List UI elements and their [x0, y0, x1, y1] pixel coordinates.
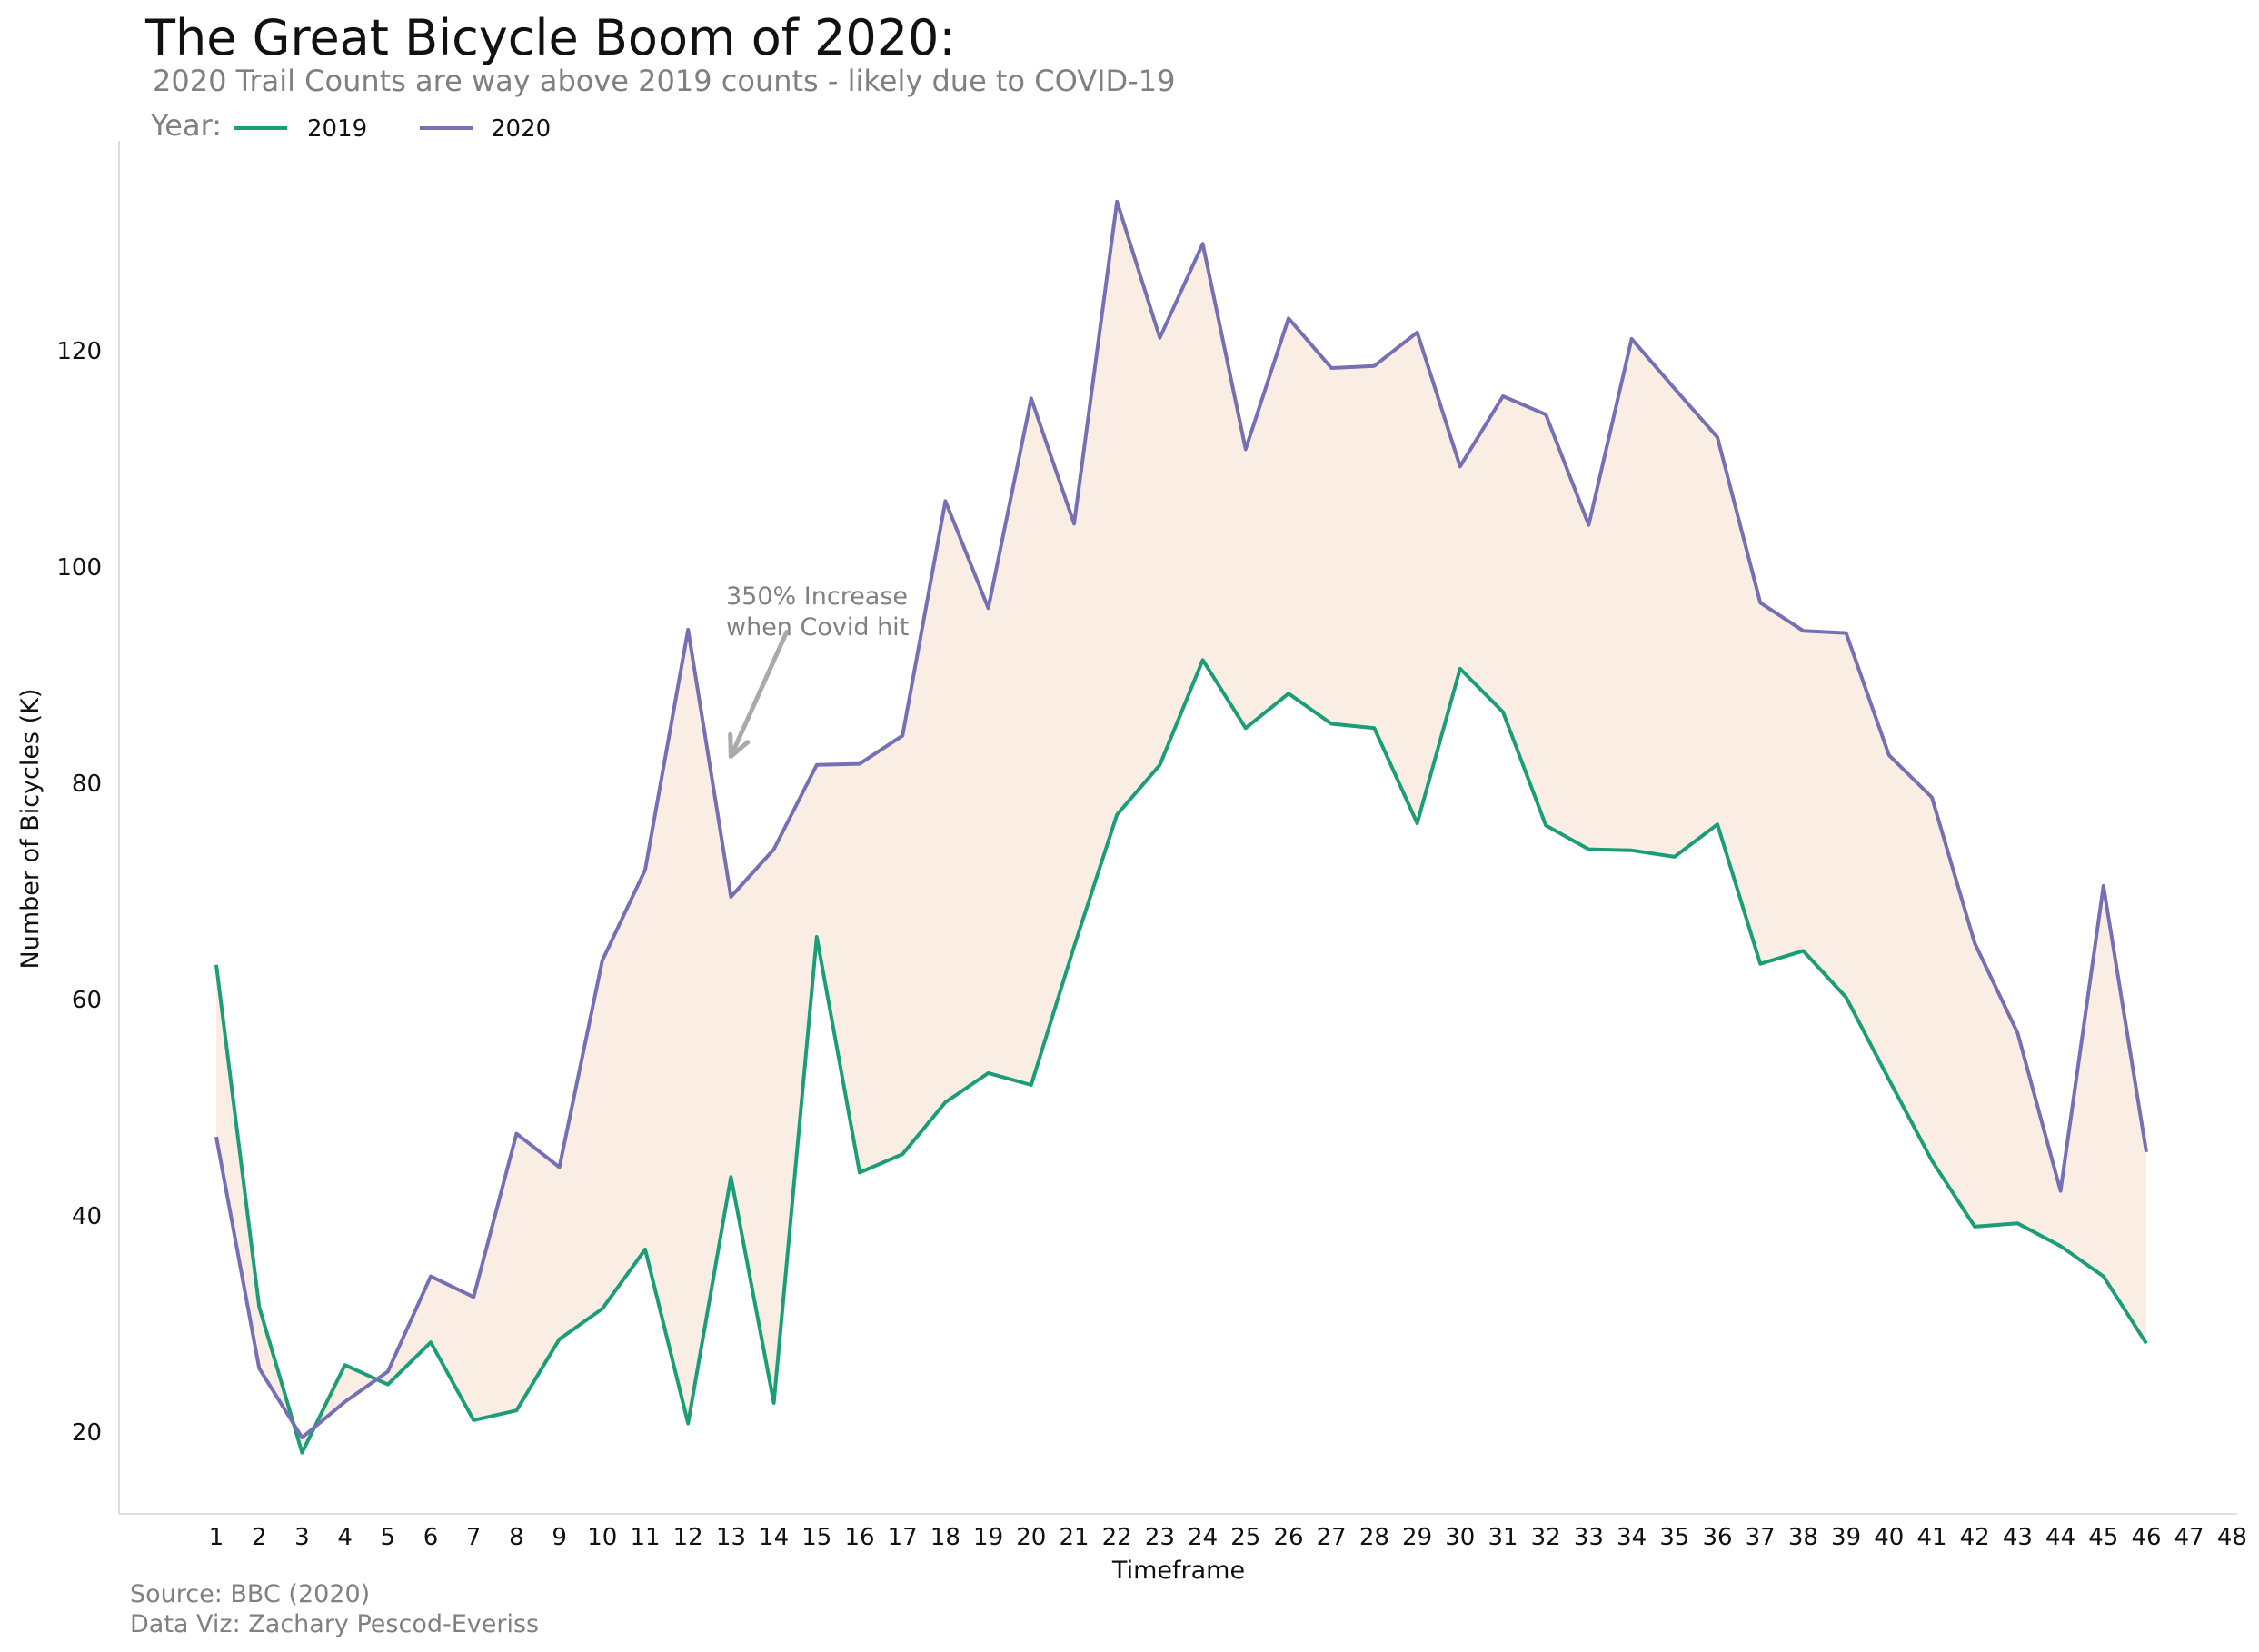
fill-between-area: [216, 201, 2146, 1453]
annotation-text-line-1: 350% Increase: [726, 582, 908, 611]
x-tick-label: 45: [2088, 1524, 2118, 1551]
x-tick-label: 27: [1317, 1524, 1347, 1551]
x-tick-label: 19: [973, 1524, 1003, 1551]
x-tick-label: 29: [1402, 1524, 1432, 1551]
x-tick-label: 46: [2131, 1524, 2161, 1551]
x-tick-label: 23: [1145, 1524, 1175, 1551]
x-tick-label: 22: [1102, 1524, 1132, 1551]
y-tick-label: 60: [72, 987, 102, 1014]
x-tick-label: 40: [1874, 1524, 1904, 1551]
x-tick-label: 47: [2174, 1524, 2204, 1551]
annotation-text-line-2: when Covid hit: [726, 613, 909, 642]
x-tick-label: 10: [587, 1524, 617, 1551]
x-tick-label: 5: [381, 1524, 396, 1551]
x-tick-label: 39: [1831, 1524, 1861, 1551]
x-tick-label: 31: [1488, 1524, 1518, 1551]
x-tick-label: 11: [630, 1524, 660, 1551]
x-tick-label: 33: [1574, 1524, 1604, 1551]
x-tick-label: 1: [209, 1524, 224, 1551]
x-tick-label: 4: [337, 1524, 353, 1551]
x-tick-label: 35: [1659, 1524, 1689, 1551]
annotation: 350% Increase when Covid hit: [726, 582, 909, 759]
x-tick-label: 13: [716, 1524, 746, 1551]
x-tick-label: 28: [1359, 1524, 1389, 1551]
x-tick-label: 12: [673, 1524, 703, 1551]
x-tick-label: 18: [930, 1524, 960, 1551]
legend-label-2019: 2019: [307, 115, 367, 143]
x-tick-label: 26: [1273, 1524, 1303, 1551]
x-tick-label: 37: [1746, 1524, 1776, 1551]
legend-title: Year:: [150, 108, 222, 143]
x-tick-label: 16: [844, 1524, 874, 1551]
legend: Year: 2019 2020: [150, 108, 551, 143]
x-tick-label: 44: [2045, 1524, 2075, 1551]
legend-label-2020: 2020: [491, 115, 551, 143]
y-tick-label: 40: [72, 1203, 102, 1230]
series-line-2020: [214, 199, 2148, 1439]
x-tick-label: 24: [1188, 1524, 1218, 1551]
x-tick-label: 41: [1916, 1524, 1946, 1551]
x-tick-label: 48: [2217, 1524, 2247, 1551]
x-tick-label: 17: [888, 1524, 918, 1551]
x-tick-label: 25: [1230, 1524, 1260, 1551]
y-tick-label: 20: [72, 1419, 102, 1447]
y-axis-ticks: 20 40 60 80 100 120: [56, 338, 102, 1447]
x-tick-label: 30: [1445, 1524, 1475, 1551]
x-tick-label: 2: [252, 1524, 267, 1551]
x-tick-label: 3: [294, 1524, 310, 1551]
x-tick-label: 42: [1960, 1524, 1990, 1551]
x-tick-label: 32: [1531, 1524, 1561, 1551]
x-tick-label: 15: [801, 1524, 831, 1551]
x-tick-label: 43: [2003, 1524, 2033, 1551]
y-tick-label: 100: [56, 554, 102, 582]
x-tick-label: 8: [509, 1524, 524, 1551]
source-line-2: Data Viz: Zachary Pescod-Everiss: [130, 1610, 539, 1638]
annotation-arrow: [728, 629, 790, 759]
x-tick-label: 21: [1059, 1524, 1089, 1551]
x-axis-label: Timeframe: [1111, 1557, 1245, 1585]
y-axis-label: Number of Bicycles (K): [16, 689, 45, 970]
x-tick-label: 6: [423, 1524, 439, 1551]
series-line-2019: [214, 658, 2148, 1455]
x-axis-ticks: 1 2 3 4 5 6 7 8 9 10 11 12 13 14 15 16 17 18 19 20 21 22 23 24 2…: [209, 1524, 2247, 1551]
x-tick-label: 36: [1702, 1524, 1732, 1551]
x-tick-label: 38: [1788, 1524, 1818, 1551]
x-tick-label: 34: [1617, 1524, 1647, 1551]
chart-title: The Great Bicycle Boom of 2020:: [144, 9, 956, 66]
annotation-arrowhead: [728, 731, 751, 759]
series-lines: [214, 199, 2148, 1455]
x-tick-label: 7: [466, 1524, 482, 1551]
y-tick-label: 80: [72, 771, 102, 798]
y-tick-label: 120: [56, 338, 102, 365]
x-tick-label: 20: [1016, 1524, 1046, 1551]
x-tick-label: 9: [552, 1524, 567, 1551]
chart-subtitle: 2020 Trail Counts are way above 2019 cou…: [153, 64, 1175, 98]
x-tick-label: 14: [759, 1524, 789, 1551]
source-line-1: Source: BBC (2020): [130, 1580, 370, 1608]
